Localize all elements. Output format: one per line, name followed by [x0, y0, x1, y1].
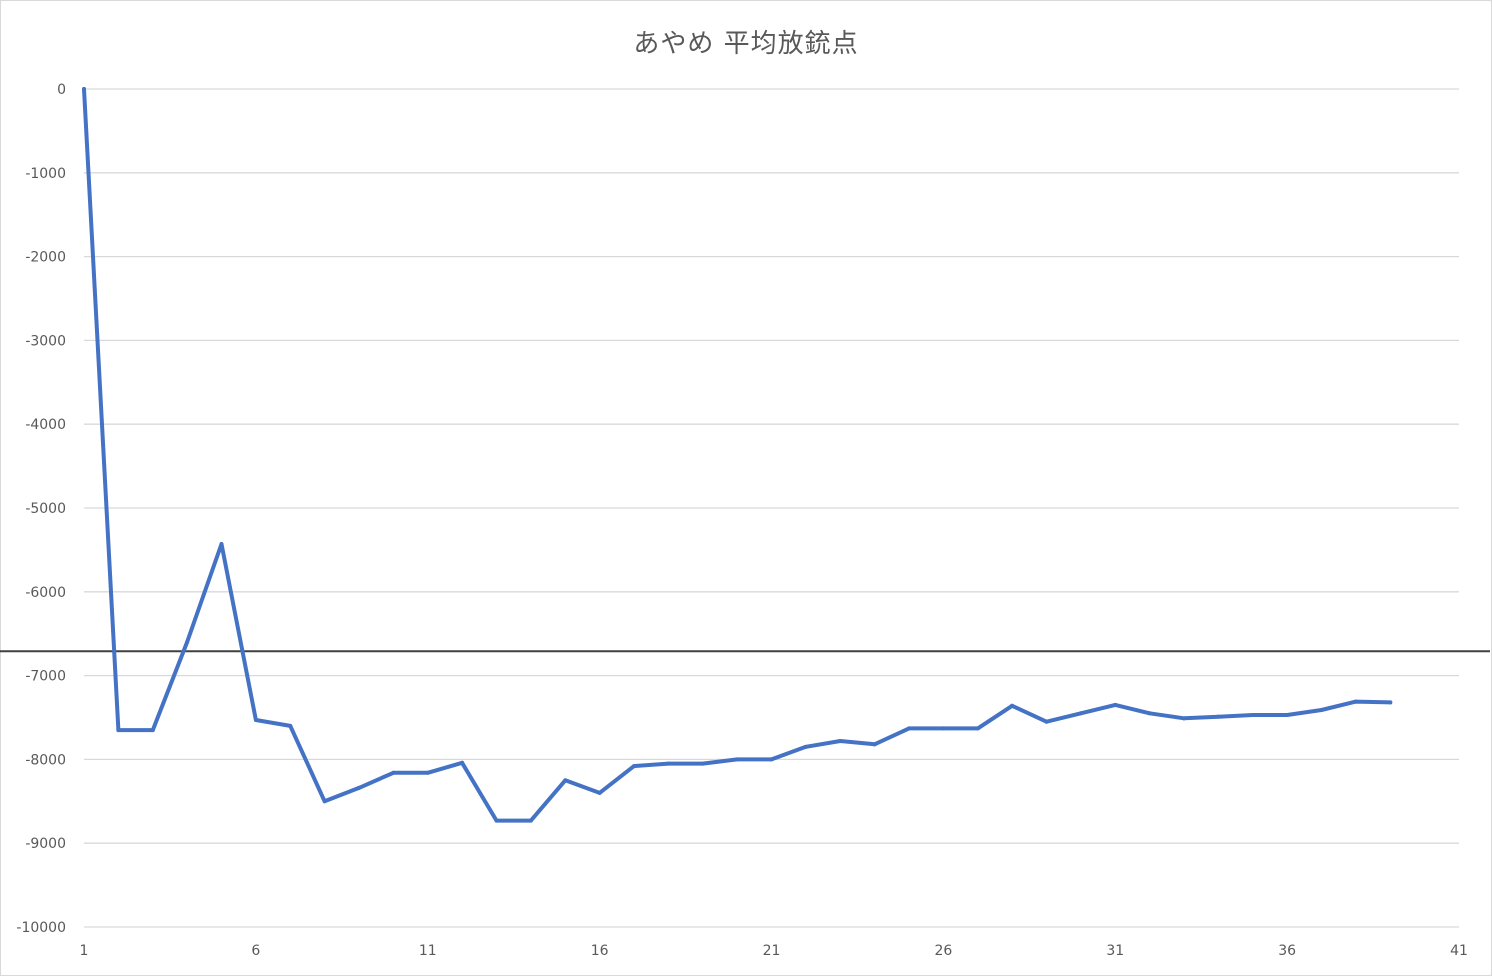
x-tick-label: 36 — [1278, 943, 1296, 959]
y-tick-label: -6000 — [25, 585, 66, 601]
x-tick-label: 6 — [251, 943, 260, 959]
y-tick-label: -10000 — [16, 920, 66, 936]
data-point — [941, 726, 946, 731]
y-tick-label: -9000 — [25, 836, 66, 852]
chart-title: あやめ 平均放銃点 — [633, 29, 859, 59]
data-point — [1285, 712, 1290, 717]
data-point — [1388, 700, 1393, 705]
data-point — [769, 757, 774, 762]
data-point — [735, 757, 740, 762]
data-point — [322, 799, 327, 804]
x-tick-label: 41 — [1450, 943, 1468, 959]
x-tick-label: 31 — [1106, 943, 1124, 959]
y-tick-label: -2000 — [25, 250, 66, 266]
data-point — [563, 778, 568, 783]
data-point — [219, 542, 224, 547]
data-point — [1010, 703, 1015, 708]
data-point — [425, 770, 430, 775]
x-tick-label: 21 — [763, 943, 781, 959]
series-line — [82, 87, 1393, 823]
data-point — [872, 742, 877, 747]
data-point — [1113, 702, 1118, 707]
data-point — [1250, 712, 1255, 717]
data-point — [1044, 719, 1049, 724]
data-point — [1147, 711, 1152, 716]
data-point — [288, 723, 293, 728]
data-point — [357, 785, 361, 790]
data-point — [907, 726, 911, 731]
data-point — [1319, 707, 1324, 712]
x-tick-label: 26 — [934, 943, 952, 959]
data-point — [1078, 711, 1083, 716]
data-point — [597, 790, 602, 795]
data-point — [700, 761, 705, 766]
y-tick-label: -3000 — [25, 333, 66, 349]
data-point — [1353, 699, 1358, 704]
y-tick-label: -1000 — [25, 166, 66, 182]
data-point — [666, 761, 671, 766]
x-tick-label: 1 — [80, 943, 89, 959]
data-point — [253, 718, 258, 723]
data-point — [185, 640, 190, 645]
data-point — [460, 760, 465, 765]
data-point — [528, 818, 533, 823]
y-tick-label: -7000 — [25, 669, 66, 685]
data-point — [632, 764, 636, 769]
data-point — [803, 744, 808, 749]
data-point — [494, 818, 499, 823]
data-point — [838, 738, 843, 743]
data-point — [116, 728, 121, 733]
data-point — [1182, 716, 1186, 721]
y-tick-label: -8000 — [25, 752, 66, 768]
data-point — [82, 87, 86, 91]
data-point — [1216, 714, 1221, 719]
y-tick-label: 0 — [57, 82, 66, 98]
x-tick-label: 11 — [419, 943, 437, 959]
data-point — [150, 728, 155, 733]
x-tick-label: 16 — [591, 943, 609, 959]
y-tick-label: -4000 — [25, 417, 66, 433]
data-point — [975, 726, 980, 731]
data-point — [391, 770, 396, 775]
y-tick-label: -5000 — [25, 501, 66, 517]
